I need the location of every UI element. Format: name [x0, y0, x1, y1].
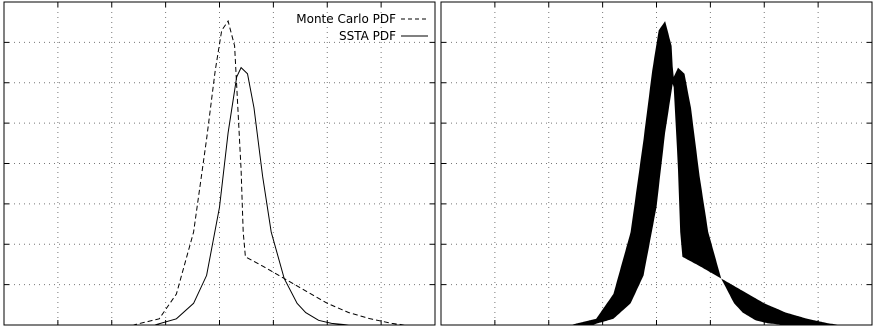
left-ticks [4, 2, 435, 325]
right-ticks [441, 2, 872, 325]
left-series [4, 19, 435, 326]
legend-label-monte-carlo: Monte Carlo PDF [296, 12, 396, 26]
left-chart: Monte Carlo PDF SSTA PDF [3, 1, 436, 326]
left-grid [4, 2, 435, 325]
series-line-monte-carlo [4, 19, 435, 326]
right-series [441, 21, 872, 325]
difference-area [441, 21, 872, 325]
legend: Monte Carlo PDF SSTA PDF [296, 12, 428, 43]
right-chart [440, 1, 873, 326]
legend-label-ssta: SSTA PDF [339, 29, 396, 43]
series-line-ssta [4, 66, 435, 326]
